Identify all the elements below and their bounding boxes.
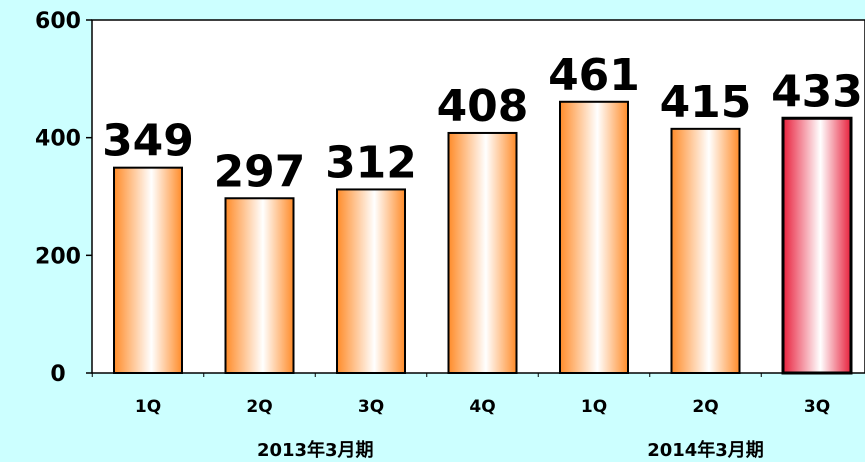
x-tick-label: 2Q	[692, 397, 718, 417]
bar	[559, 100, 629, 375]
data-label: 461	[548, 50, 640, 101]
data-label: 349	[102, 116, 194, 167]
bar	[447, 131, 518, 374]
data-label: 433	[771, 66, 863, 117]
bar	[670, 127, 741, 374]
data-label: 312	[325, 137, 417, 188]
y-tick-label: 600	[35, 9, 81, 34]
x-tick-label: 2Q	[246, 397, 272, 417]
x-tick-label: 1Q	[581, 397, 607, 417]
x-group-label: 2013年3月期	[257, 439, 374, 461]
bars: 349 297 312 408 461 415 433	[102, 50, 863, 375]
data-label: 415	[660, 77, 752, 128]
bar	[224, 197, 295, 374]
x-tick-label: 4Q	[469, 397, 495, 417]
data-label: 408	[437, 81, 529, 132]
y-tick-label: 400	[35, 127, 81, 152]
bar	[336, 188, 406, 374]
bar	[113, 166, 183, 374]
x-tick-label: 3Q	[358, 397, 384, 417]
data-label: 297	[214, 146, 306, 197]
y-tick-label: 0	[50, 362, 65, 387]
x-axis: 1Q 2Q 3Q 4Q 1Q 2Q 3Q 2013年3月期 2014年3月期	[91, 373, 830, 461]
x-tick-label: 1Q	[135, 397, 161, 417]
x-group-label: 2014年3月期	[647, 439, 764, 461]
x-tick-label: 3Q	[804, 397, 830, 417]
y-axis: 0 200 400 600	[35, 9, 92, 387]
bar	[781, 116, 853, 375]
y-tick-label: 200	[35, 244, 81, 269]
